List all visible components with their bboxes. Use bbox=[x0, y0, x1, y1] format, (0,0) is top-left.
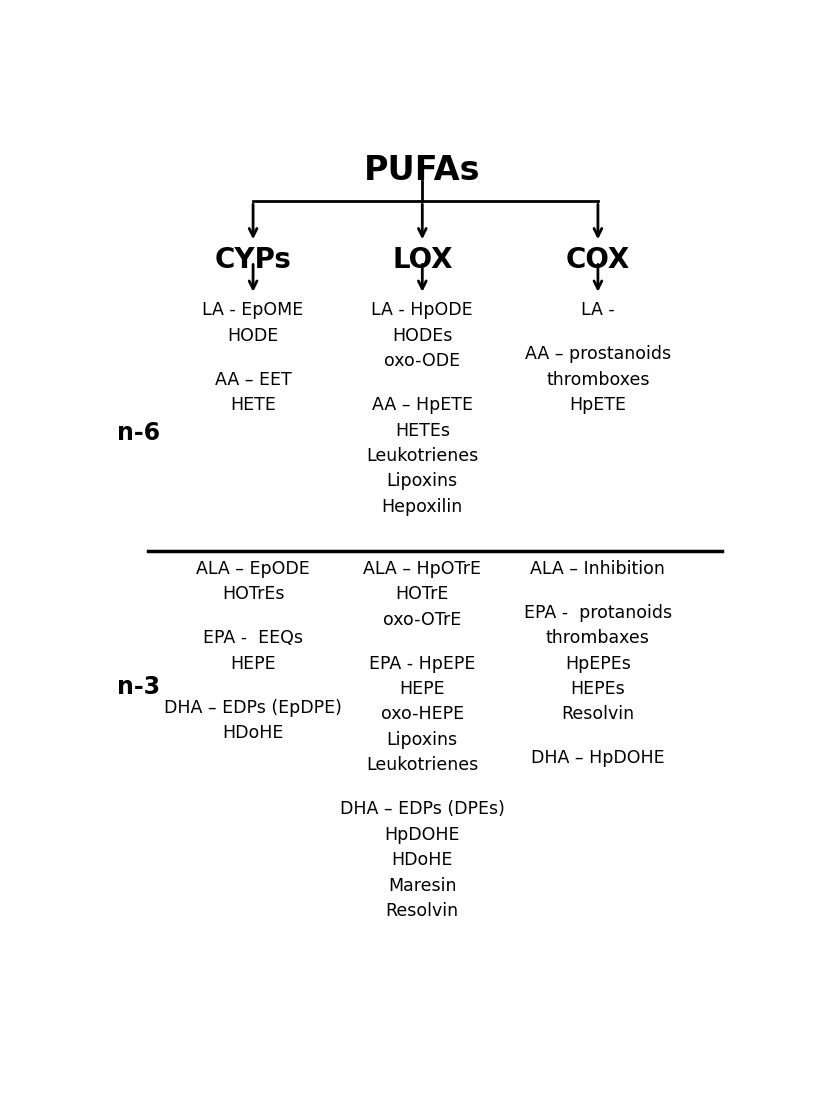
Text: AA – EET: AA – EET bbox=[215, 371, 292, 389]
Text: Resolvin: Resolvin bbox=[561, 705, 634, 724]
Text: HODEs: HODEs bbox=[392, 327, 452, 344]
Text: Resolvin: Resolvin bbox=[386, 902, 459, 920]
Text: LA - EpOME: LA - EpOME bbox=[203, 301, 304, 319]
Text: HODE: HODE bbox=[227, 327, 279, 344]
Text: Hepoxilin: Hepoxilin bbox=[382, 498, 463, 516]
Text: Lipoxins: Lipoxins bbox=[386, 730, 458, 749]
Text: HDoHE: HDoHE bbox=[222, 724, 283, 743]
Text: HDoHE: HDoHE bbox=[391, 851, 453, 869]
Text: HEPE: HEPE bbox=[400, 680, 445, 698]
Text: HpETE: HpETE bbox=[569, 396, 626, 415]
Text: HOTrEs: HOTrEs bbox=[222, 585, 284, 603]
Text: Leukotrienes: Leukotrienes bbox=[366, 447, 479, 465]
Text: thromboxes: thromboxes bbox=[546, 371, 649, 389]
Text: DHA – EDPs (DPEs): DHA – EDPs (DPEs) bbox=[339, 801, 505, 818]
Text: AA – HpETE: AA – HpETE bbox=[372, 396, 473, 415]
Text: DHA – HpDOHE: DHA – HpDOHE bbox=[531, 749, 665, 768]
Text: AA – prostanoids: AA – prostanoids bbox=[525, 345, 671, 363]
Text: Leukotrienes: Leukotrienes bbox=[366, 756, 479, 774]
Text: HEPEs: HEPEs bbox=[570, 680, 625, 698]
Text: HOTrE: HOTrE bbox=[396, 585, 449, 603]
Text: Lipoxins: Lipoxins bbox=[386, 473, 458, 491]
Text: PUFAs: PUFAs bbox=[364, 154, 480, 187]
Text: EPA -  protanoids: EPA - protanoids bbox=[524, 604, 672, 622]
Text: ALA – Inhibition: ALA – Inhibition bbox=[531, 560, 665, 578]
Text: HEPE: HEPE bbox=[230, 654, 276, 672]
Text: COX: COX bbox=[566, 246, 630, 274]
Text: n-3: n-3 bbox=[116, 674, 160, 698]
Text: ALA – EpODE: ALA – EpODE bbox=[196, 560, 310, 578]
Text: HpDOHE: HpDOHE bbox=[385, 826, 460, 844]
Text: n-6: n-6 bbox=[116, 420, 160, 444]
Text: LA - HpODE: LA - HpODE bbox=[372, 301, 473, 319]
Text: ALA – HpOTrE: ALA – HpOTrE bbox=[363, 560, 481, 578]
Text: DHA – EDPs (EpDPE): DHA – EDPs (EpDPE) bbox=[164, 698, 342, 716]
Text: EPA -  EEQs: EPA - EEQs bbox=[203, 629, 303, 647]
Text: CYPs: CYPs bbox=[214, 246, 292, 274]
Text: HETEs: HETEs bbox=[395, 421, 450, 440]
Text: HETE: HETE bbox=[230, 396, 276, 415]
Text: thrombaxes: thrombaxes bbox=[546, 629, 650, 647]
Text: LOX: LOX bbox=[392, 246, 452, 274]
Text: oxo-OTrE: oxo-OTrE bbox=[383, 610, 461, 628]
Text: LA -: LA - bbox=[581, 301, 615, 319]
Text: EPA - HpEPE: EPA - HpEPE bbox=[369, 654, 475, 672]
Text: oxo-HEPE: oxo-HEPE bbox=[381, 705, 464, 724]
Text: oxo-ODE: oxo-ODE bbox=[384, 352, 461, 371]
Text: HpEPEs: HpEPEs bbox=[565, 654, 631, 672]
Text: Maresin: Maresin bbox=[388, 877, 456, 894]
